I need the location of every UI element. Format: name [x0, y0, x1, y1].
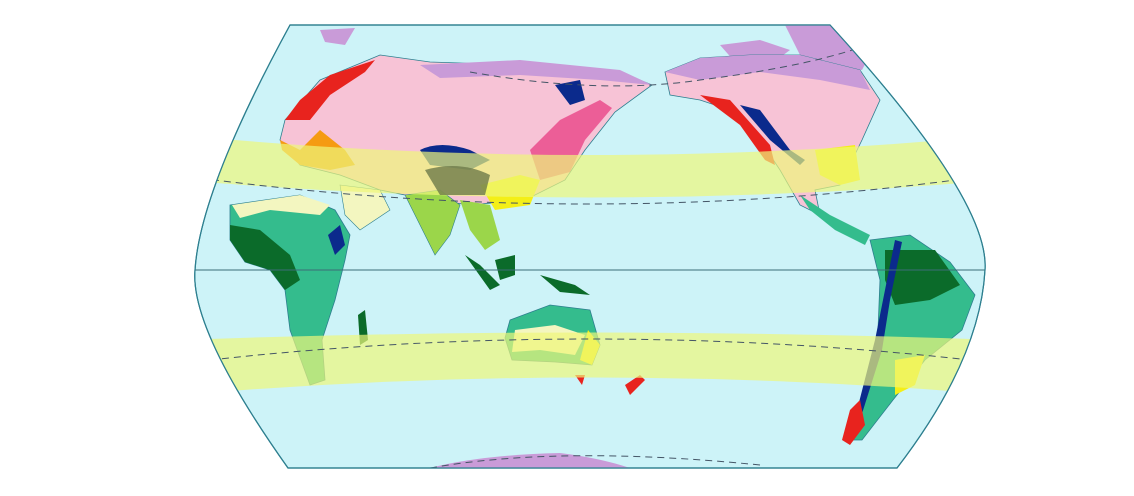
sahara-desert: [232, 195, 330, 218]
north-america-west-coast: [700, 95, 775, 165]
antarctica: [430, 453, 630, 468]
rocky-mountains: [740, 105, 805, 165]
arctic-circle-line: [469, 39, 881, 87]
southern-subtropical-band: [194, 332, 986, 395]
siberia-highland: [555, 80, 585, 105]
northern-subtropical-band: [194, 135, 986, 198]
central-america: [800, 195, 870, 245]
map-border: [194, 24, 986, 469]
tropic-of-capricorn-line: [209, 338, 971, 361]
tibet-overlay: [425, 166, 490, 195]
north-america-tundra: [665, 55, 870, 90]
europe-west-coast: [285, 60, 375, 120]
tropic-of-cancer-line: [199, 177, 971, 205]
new-zealand: [575, 375, 645, 395]
amazon-rainforest: [885, 250, 960, 305]
indochina: [460, 200, 500, 250]
patagonia: [842, 400, 865, 445]
indonesia: [465, 255, 590, 295]
antarctic-circle-line: [429, 455, 761, 468]
africa-rainforest: [230, 225, 300, 290]
eurasia-north-tundra: [420, 60, 652, 85]
ethiopian-highland: [328, 225, 345, 255]
